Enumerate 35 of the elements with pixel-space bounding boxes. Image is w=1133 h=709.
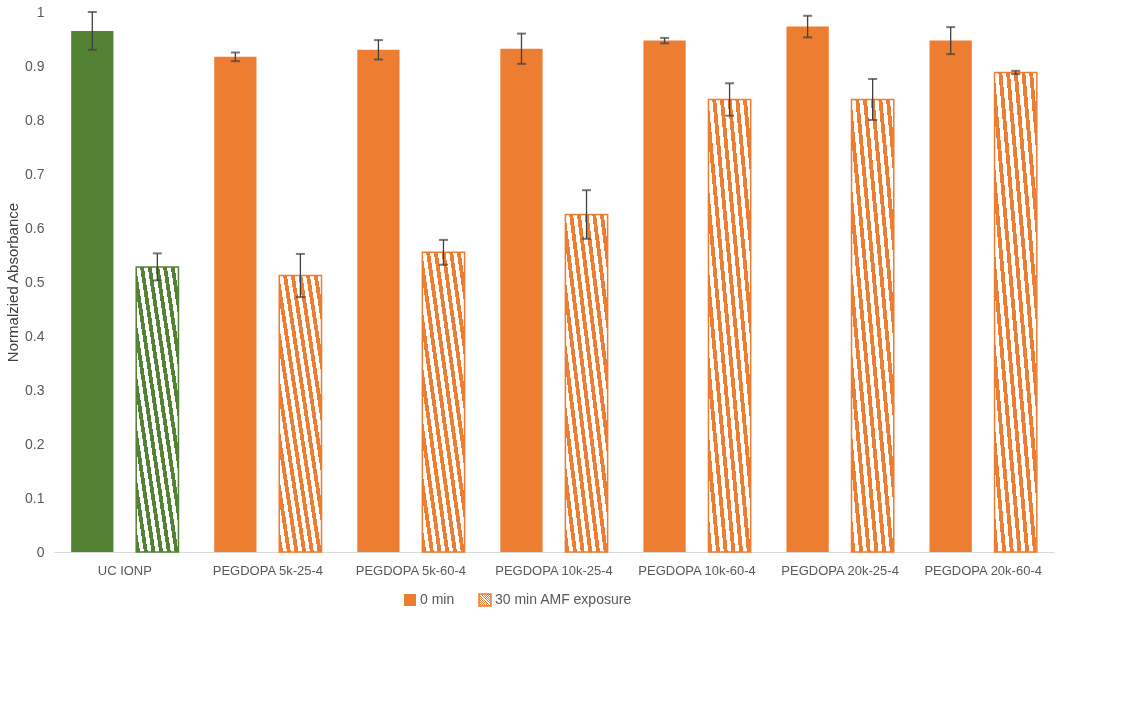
legend-label: 30 min AMF exposure [495,591,632,607]
y-tick-label: 0.9 [25,57,45,74]
bar [214,56,257,552]
y-tick-label: 0.8 [25,111,45,128]
bar [135,266,180,553]
bar [500,48,543,552]
y-tick-label: 0.5 [25,273,45,290]
y-tick-label: 1 [36,3,45,20]
y-tick-label: 0 [36,543,45,560]
x-tick-label: PEGDOPA 10k-60-4 [638,562,756,578]
bar [278,274,323,553]
bar [71,30,114,552]
y-tick-label: 0.7 [25,165,45,182]
bar [993,71,1038,553]
x-tick-label: PEGDOPA 10k-25-4 [495,562,613,578]
bar [707,98,752,553]
y-tick-label: 0.4 [25,327,45,344]
y-axis-title: Normalzied Absorbance [4,202,22,363]
bar [929,40,972,552]
y-tick-label: 0.3 [25,381,45,398]
bar [357,49,400,552]
bar [564,213,609,553]
x-tick-label: PEGDOPA 20k-60-4 [924,562,1042,578]
bar [850,98,895,553]
legend-label: 0 min [420,591,455,607]
x-tick-label: UC IONP [97,562,152,578]
y-tick-label: 0.2 [25,435,45,452]
x-tick-label: PEGDOPA 5k-60-4 [355,562,467,578]
x-tick-label: PEGDOPA 5k-25-4 [212,562,324,578]
bar [643,40,686,552]
y-tick-label: 0.6 [25,219,45,236]
bar [786,26,829,552]
x-tick-label: PEGDOPA 20k-25-4 [781,562,899,578]
y-tick-label: 0.1 [25,489,45,506]
bar [421,251,466,553]
